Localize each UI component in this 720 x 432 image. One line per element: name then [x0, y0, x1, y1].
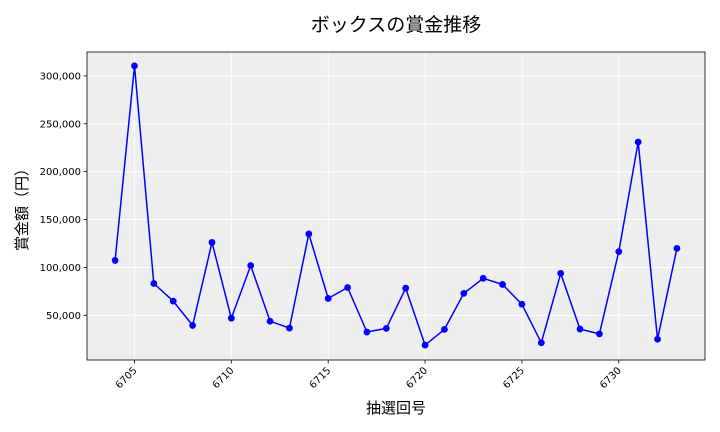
data-point	[479, 274, 487, 282]
data-series	[111, 62, 681, 349]
x-tick-label: 6730	[598, 365, 624, 391]
data-point	[654, 335, 661, 343]
data-point	[673, 244, 681, 252]
data-point	[382, 325, 390, 332]
data-point	[266, 317, 274, 325]
data-point	[518, 300, 526, 308]
x-tick-label: 6705	[114, 365, 140, 391]
x-tick-label: 6725	[501, 365, 527, 391]
data-point	[499, 281, 506, 288]
x-tick-label: 6710	[211, 365, 237, 391]
data-point	[227, 314, 235, 322]
y-tick-label: 150,000	[40, 215, 81, 226]
y-tick-label: 300,000	[40, 71, 81, 82]
x-tick-label: 6715	[308, 365, 334, 391]
data-point	[208, 239, 216, 246]
y-tick-label: 200,000	[40, 167, 81, 178]
data-point	[131, 62, 138, 70]
data-point	[344, 284, 351, 291]
plot-area	[87, 52, 705, 360]
x-axis-title: 抽選回号	[366, 399, 426, 417]
y-tick-label: 100,000	[40, 263, 81, 274]
data-point	[111, 257, 119, 264]
data-point	[150, 280, 158, 287]
chart-title: ボックスの賞金推移	[311, 14, 481, 36]
data-point	[537, 339, 545, 347]
data-point	[557, 269, 565, 277]
x-tick-label: 6720	[404, 365, 430, 391]
y-tick-label: 50,000	[46, 311, 81, 322]
data-point	[615, 248, 623, 256]
data-point	[247, 262, 255, 269]
data-point	[324, 295, 332, 302]
data-point	[576, 325, 584, 333]
data-point	[363, 328, 371, 336]
data-point	[596, 330, 603, 338]
grid-lines	[87, 52, 705, 360]
data-point	[402, 284, 410, 292]
y-axis-title: 賞金額（円）	[13, 161, 31, 251]
data-point	[286, 324, 293, 332]
plot-frame	[86, 51, 706, 361]
data-point	[189, 322, 196, 329]
data-point	[421, 341, 429, 349]
y-tick-label: 250,000	[40, 119, 81, 130]
data-point	[460, 289, 468, 297]
data-point	[169, 297, 177, 305]
data-point	[634, 138, 642, 146]
data-point	[441, 325, 448, 333]
data-point	[305, 230, 313, 238]
